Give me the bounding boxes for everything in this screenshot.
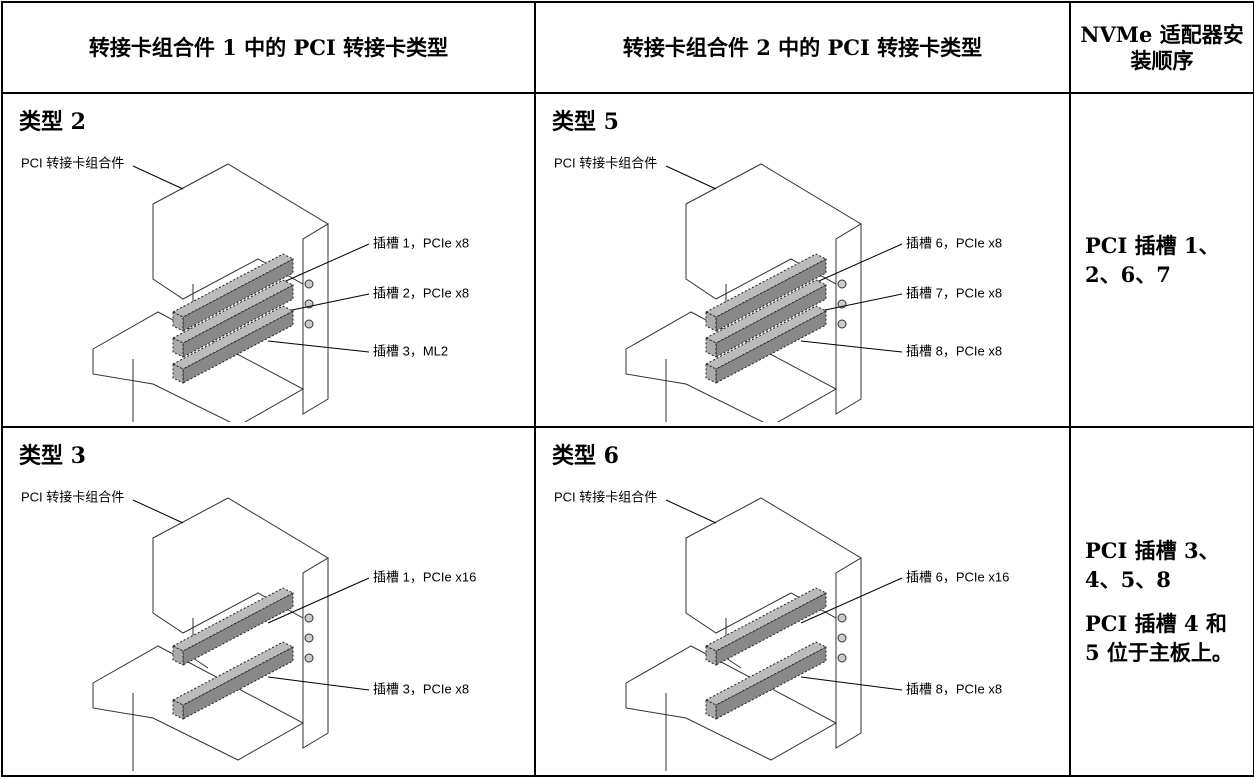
slot-top [171, 641, 295, 706]
slot-leader [267, 676, 370, 691]
bracket-side [302, 223, 329, 415]
slot-side [182, 646, 294, 720]
slot-side [715, 284, 827, 358]
assembly-label: PCI 转接卡组合件 [21, 155, 124, 170]
slot-label: 插槽 6，PCIe x16 [906, 569, 1009, 584]
slot-label: 插槽 3，ML2 [373, 343, 448, 358]
slot-label: 插槽 7，PCIe x8 [906, 285, 1002, 300]
screw [837, 279, 847, 289]
order-cell: PCI 插槽 3、4、5、8 PCI 插槽 4 和 5 位于主板上。 [1069, 426, 1254, 777]
bracket-leg [132, 693, 134, 777]
riser-type-title: 类型 6 [552, 443, 619, 469]
slot-leader [800, 577, 903, 624]
screw [304, 613, 314, 623]
slot-end [172, 699, 184, 720]
slot-top [171, 305, 295, 370]
slot-end [172, 311, 184, 332]
assembly-label: PCI 转接卡组合件 [554, 489, 657, 504]
assembly-leader [132, 165, 184, 190]
slot-side [182, 592, 294, 666]
slot-side [182, 284, 294, 358]
slot-end [172, 645, 184, 666]
riser-type-title: 类型 3 [19, 443, 86, 469]
header-cell: NVMe 适配器安装顺序 [1069, 1, 1254, 94]
slot-label: 插槽 6，PCIe x8 [906, 235, 1002, 250]
table-row: 类型 3 PCI 转接卡组合件 插槽 1，PCIe x16 插槽 3，PCIe x8 类… [1, 426, 1254, 777]
assembly-label: PCI 转接卡组合件 [21, 489, 124, 504]
riser-cell: 类型 2 PCI 转接卡组合件插槽 1，PCIe x8 插槽 2，PCIe x8 插槽… [1, 92, 536, 480]
slot-top [704, 253, 828, 318]
riser-cell: 类型 3 PCI 转接卡组合件插槽 1，PCIe x16 插槽 3，PCIe x8 [1, 426, 536, 777]
slot-label: 插槽 8，PCIe x8 [906, 343, 1002, 358]
slot-top [704, 279, 828, 344]
assembly-leader [665, 499, 717, 524]
bracket-side [302, 557, 329, 749]
slot-end [172, 337, 184, 358]
order-text: PCI 插槽 3、4、5、8 [1085, 537, 1220, 593]
slot-side [715, 310, 827, 384]
slot-side [715, 646, 827, 720]
bracket-side [835, 223, 862, 415]
screw [837, 319, 847, 329]
slot-label: 插槽 1，PCIe x8 [373, 235, 469, 250]
screw [304, 653, 314, 663]
slot-label: 插槽 8，PCIe x8 [906, 681, 1002, 696]
slot-side [715, 592, 827, 666]
slot-end [705, 311, 717, 332]
slot-top [171, 279, 295, 344]
slot-top [704, 305, 828, 370]
screw [304, 279, 314, 289]
slot-side [182, 310, 294, 384]
slot-top [704, 641, 828, 706]
screw [837, 653, 847, 663]
slot-label: 插槽 1，PCIe x16 [373, 569, 476, 584]
slot-side [715, 258, 827, 332]
slot-end [172, 363, 184, 384]
slot-leader [800, 676, 903, 691]
assembly-leader [132, 499, 184, 524]
screw [837, 633, 847, 643]
bracket-leg [665, 693, 667, 777]
slot-top [704, 587, 828, 652]
riser-cell: 类型 5 PCI 转接卡组合件插槽 6，PCIe x8 插槽 7，PCIe x8 插槽… [534, 92, 1071, 480]
slot-top [171, 587, 295, 652]
slot-leader [267, 340, 370, 353]
slot-label: 插槽 3，PCIe x8 [373, 681, 469, 696]
slot-top [171, 253, 295, 318]
order-text: PCI 插槽 4 和 5 位于主板上。 [1085, 610, 1233, 665]
order-cell: PCI 插槽 1、2、6、7 [1069, 92, 1254, 428]
slot-leader [267, 577, 370, 624]
riser-type-title: 类型 2 [19, 109, 86, 135]
screw [304, 319, 314, 329]
slot-end [705, 337, 717, 358]
riser-cell: 类型 6 PCI 转接卡组合件插槽 6，PCIe x16 插槽 8，PCIe x8 [534, 426, 1071, 777]
slot-leader [800, 340, 903, 353]
riser-type-title: 类型 5 [552, 109, 619, 135]
screw [304, 633, 314, 643]
slot-side [182, 258, 294, 332]
slot-end [705, 645, 717, 666]
assembly-leader [665, 165, 717, 190]
header-cell: 转接卡组合件 1 中的 PCI 转接卡类型 [1, 1, 536, 94]
screw [837, 613, 847, 623]
assembly-label: PCI 转接卡组合件 [554, 155, 657, 170]
table-row: 类型 2 PCI 转接卡组合件插槽 1，PCIe x8 插槽 2，PCIe x8 插槽… [1, 92, 1254, 480]
slot-end [705, 699, 717, 720]
order-text: PCI 插槽 1、2、6、7 [1085, 232, 1220, 287]
bracket-side [835, 557, 862, 749]
slot-end [705, 363, 717, 384]
header-cell: 转接卡组合件 2 中的 PCI 转接卡类型 [534, 1, 1071, 94]
slot-label: 插槽 2，PCIe x8 [373, 285, 469, 300]
